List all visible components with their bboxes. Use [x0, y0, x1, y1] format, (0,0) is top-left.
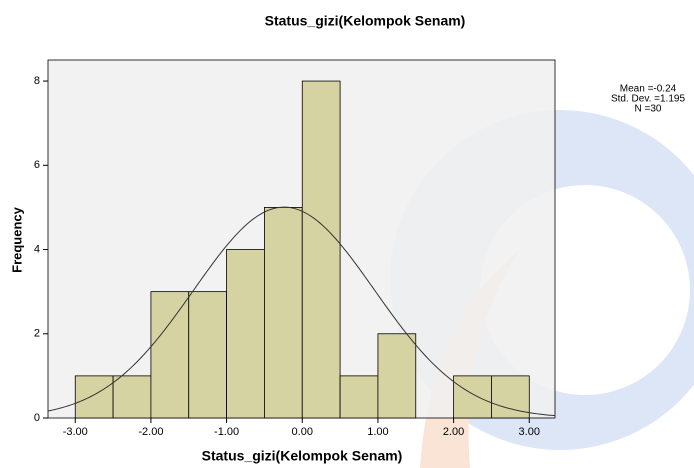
x-tick-label: 2.00: [443, 426, 464, 438]
bar: [339, 375, 379, 419]
y-tick-label: 4: [34, 243, 40, 255]
bar: [264, 207, 303, 419]
bar: [491, 375, 530, 419]
x-tick-label: -1.00: [214, 426, 239, 438]
normal-curve: [47, 206, 556, 417]
x-tick-label: 3.00: [519, 426, 540, 438]
stats-label: Std. Dev. =1.195: [611, 94, 685, 105]
stats-label: Mean =-0.24: [620, 84, 677, 95]
bar: [301, 80, 341, 419]
x-tick-label: 0.00: [292, 426, 313, 438]
bar: [188, 291, 227, 419]
x-tick-label: -2.00: [138, 426, 163, 438]
y-axis-label: Frequency: [9, 206, 24, 273]
y-tick-label: 0: [34, 412, 40, 424]
y-tick-label: 6: [34, 159, 40, 171]
x-axis-label: Status_gizi(Kelompok Senam): [202, 448, 403, 464]
chart-title: Status_gizi(Kelompok Senam): [265, 13, 466, 29]
bar: [226, 249, 265, 419]
bar: [74, 375, 114, 419]
y-tick-label: 2: [34, 328, 40, 340]
x-tick-label: 1.00: [367, 426, 388, 438]
bar: [453, 375, 492, 419]
bar: [112, 375, 152, 419]
y-tick-label: 8: [34, 75, 40, 87]
stats-label: N =30: [635, 104, 662, 115]
bar: [150, 291, 190, 419]
x-tick-label: -3.00: [63, 426, 88, 438]
bar: [377, 333, 417, 419]
